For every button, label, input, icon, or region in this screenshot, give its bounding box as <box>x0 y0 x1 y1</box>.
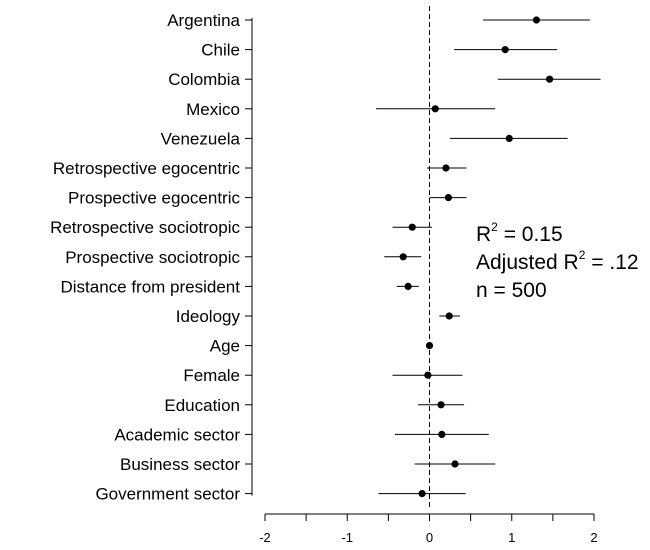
y-tick-label: Colombia <box>168 70 240 89</box>
y-tick-label: Ideology <box>176 307 241 326</box>
y-tick-label: Academic sector <box>114 425 240 444</box>
point-estimate <box>438 430 446 438</box>
point-estimate <box>437 401 445 409</box>
y-tick-label: Argentina <box>167 11 240 30</box>
point-estimate <box>418 490 426 498</box>
y-tick-label: Business sector <box>120 455 240 474</box>
point-estimate <box>501 46 509 54</box>
coefficient-marks <box>376 16 601 498</box>
adjusted-r-squared-prefix: Adjusted R <box>476 251 579 274</box>
y-tick-label: Age <box>210 337 240 356</box>
point-estimate <box>444 194 453 202</box>
y-tick-label: Female <box>183 366 240 385</box>
y-tick-label: Distance from president <box>60 277 240 296</box>
model-statistics: R2 = 0.15 Adjusted R2 = .12 n = 500 <box>476 220 639 302</box>
adjusted-r-squared-superscript: 2 <box>579 248 586 262</box>
r-squared-annotation: R2 = 0.15 <box>476 220 563 246</box>
point-estimate <box>424 371 432 379</box>
y-tick-label: Prospective sociotropic <box>65 248 240 267</box>
point-estimate <box>408 223 416 231</box>
r-squared-prefix: R <box>476 223 491 246</box>
point-estimate <box>451 460 459 468</box>
y-tick-label: Chile <box>201 41 240 60</box>
point-estimate <box>399 253 407 261</box>
point-estimate <box>442 164 450 172</box>
point-estimate <box>404 282 412 290</box>
y-tick-label: Government sector <box>95 485 240 504</box>
x-tick-label: -2 <box>259 530 271 545</box>
x-tick-label: 2 <box>590 530 597 545</box>
adjusted-r-squared-value: = .12 <box>585 251 638 274</box>
r-squared-value: = 0.15 <box>498 223 563 246</box>
adjusted-r-squared-annotation: Adjusted R2 = .12 <box>476 248 639 274</box>
point-estimate <box>445 312 453 320</box>
y-tick-label: Mexico <box>186 100 240 119</box>
y-tick-label: Venezuela <box>161 129 241 148</box>
point-estimate <box>425 342 434 350</box>
r-squared-superscript: 2 <box>491 220 498 234</box>
x-tick-label: 0 <box>426 530 433 545</box>
y-tick-label: Retrospective sociotropic <box>50 218 240 237</box>
point-estimate <box>532 16 541 24</box>
x-axis: -2 -1 0 1 2 <box>259 513 598 545</box>
x-tick-label: 1 <box>508 530 515 545</box>
sample-size-annotation: n = 500 <box>476 279 547 302</box>
point-estimate <box>505 134 513 142</box>
y-axis: Argentina Chile Colombia Mexico Venezuela Ret… <box>50 11 253 504</box>
y-tick-label: Prospective egocentric <box>68 189 240 208</box>
x-tick-label: -1 <box>341 530 353 545</box>
point-estimate <box>545 75 554 83</box>
y-tick-label: Education <box>164 396 240 415</box>
y-tick-label: Retrospective egocentric <box>53 159 241 178</box>
point-estimate <box>431 105 439 113</box>
